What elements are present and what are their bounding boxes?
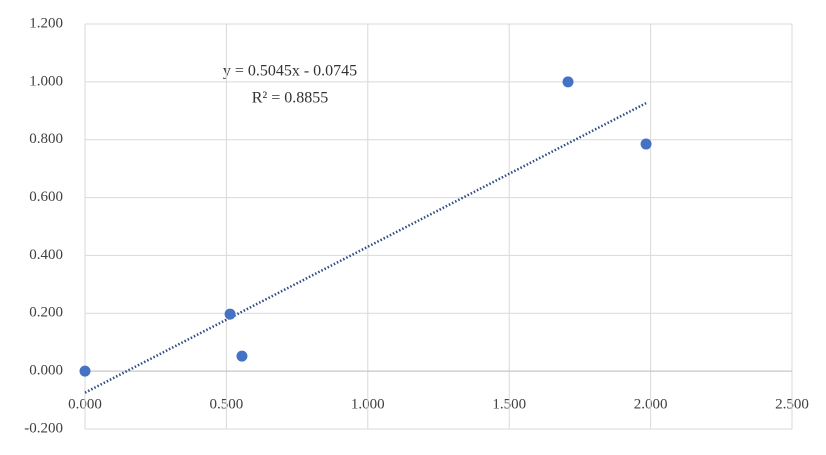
y-tick-label: 0.800 <box>29 131 63 147</box>
y-tick-label: -0.200 <box>24 420 63 436</box>
y-tick-label: 0.000 <box>29 363 63 379</box>
scatter-point <box>562 76 574 88</box>
r-squared: R² = 0.8855 <box>252 90 329 107</box>
y-tick-label: 0.200 <box>29 305 63 321</box>
scatter-point <box>236 350 248 362</box>
y-tick-label: 1.000 <box>29 73 63 89</box>
trendline <box>84 102 647 394</box>
scatter-point <box>224 308 236 320</box>
y-tick-label: 0.400 <box>29 247 63 263</box>
y-tick-label: 0.600 <box>29 189 63 205</box>
scatter-point <box>640 138 652 150</box>
scatter-point <box>79 365 91 377</box>
trendline-equation: y = 0.5045x - 0.0745 <box>223 63 357 80</box>
y-tick-label: 1.200 <box>29 15 63 31</box>
